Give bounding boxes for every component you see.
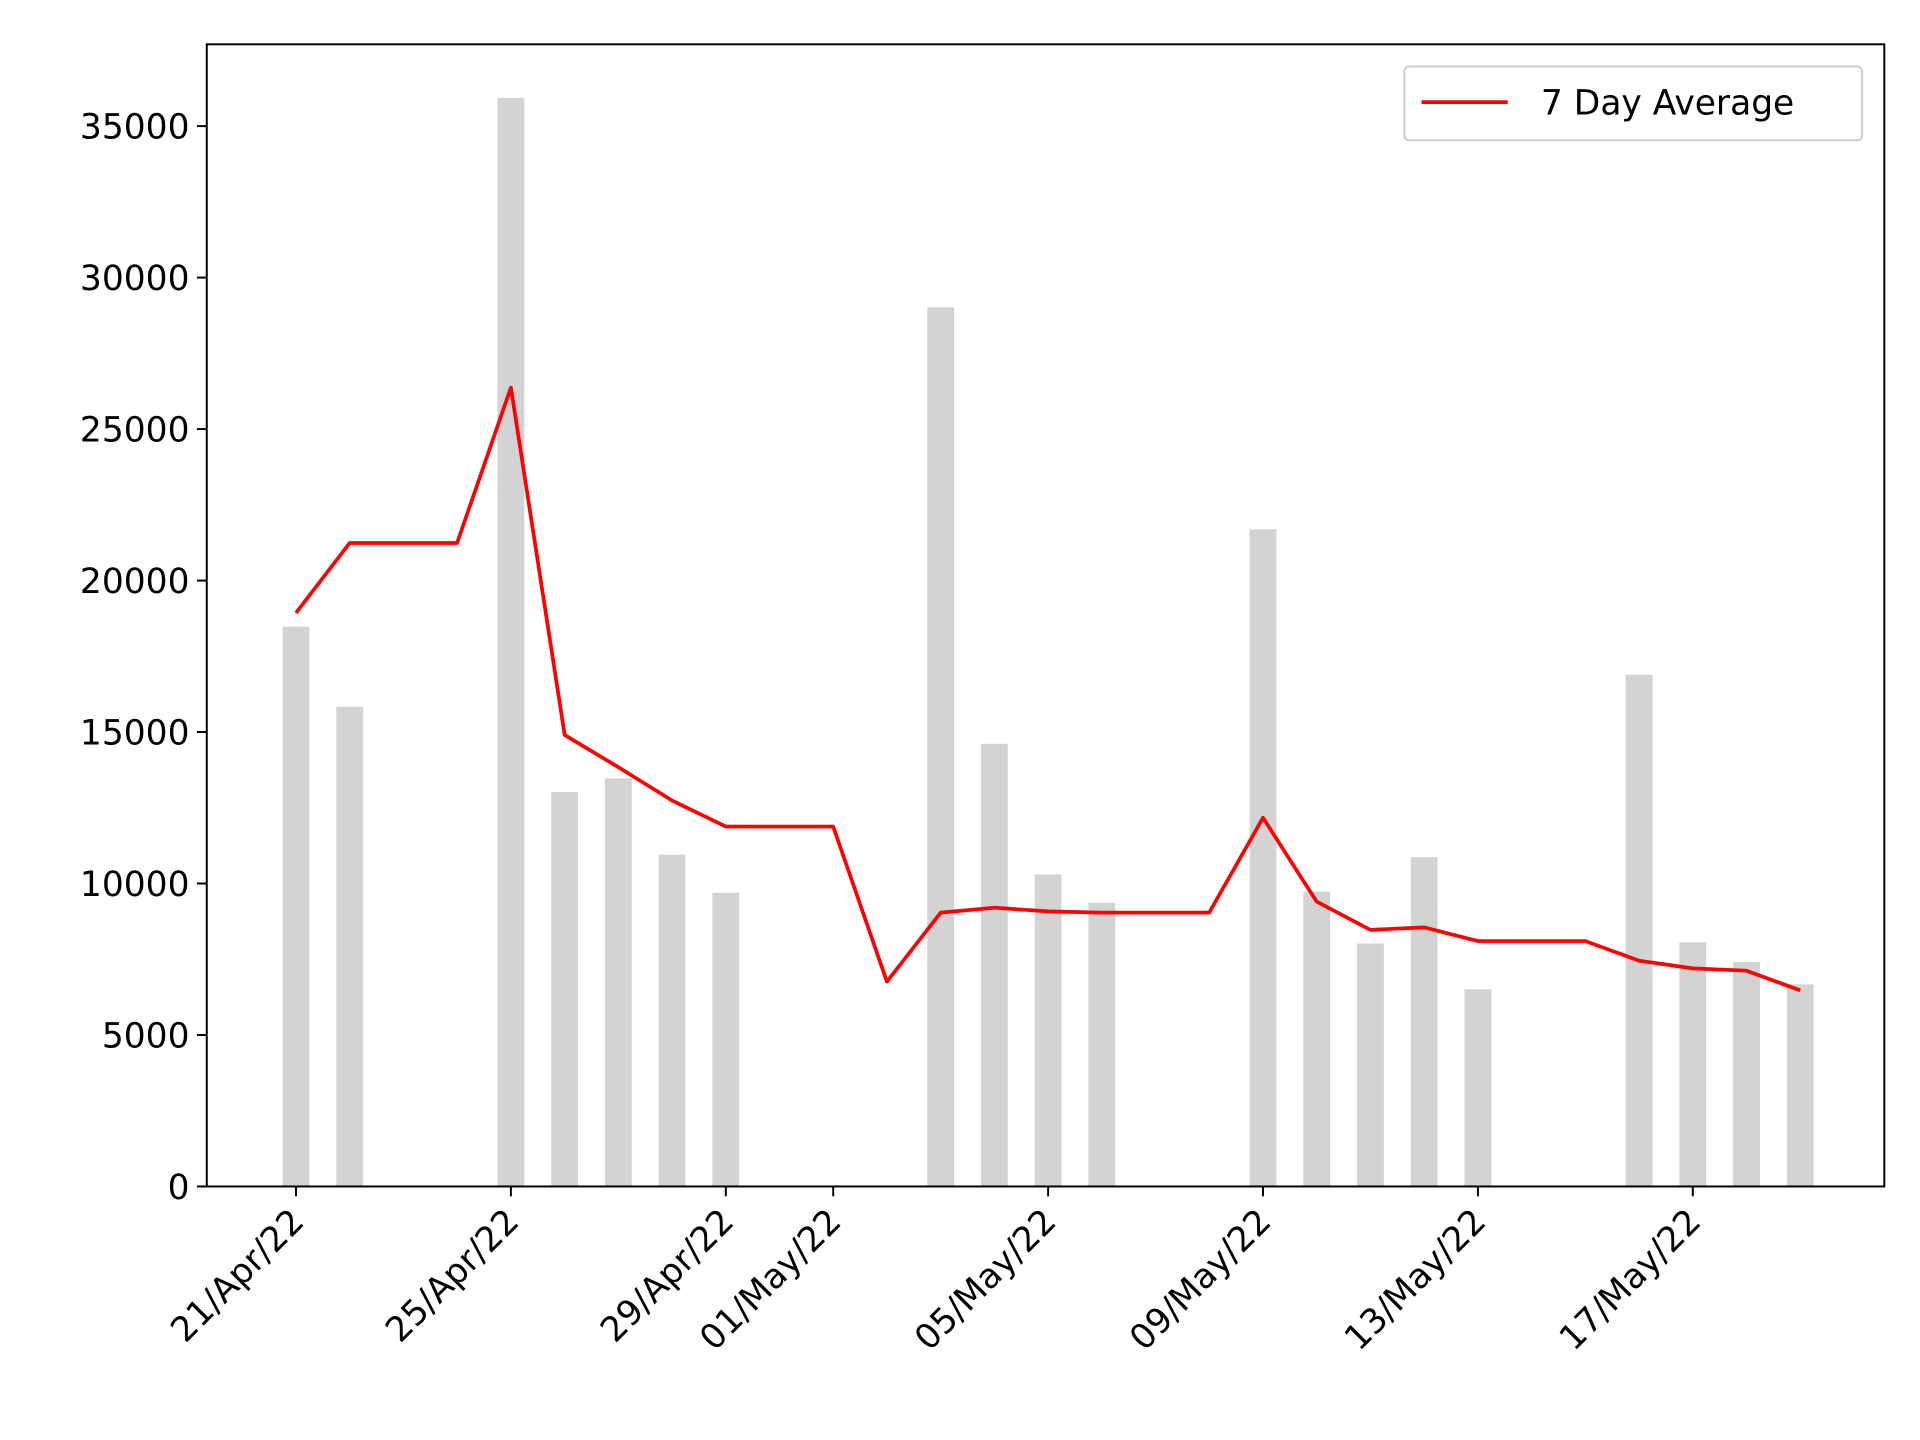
bar-2022-05-11 bbox=[1357, 943, 1384, 1187]
legend: 7 Day Average bbox=[1403, 65, 1864, 142]
bar-2022-05-05 bbox=[1034, 874, 1062, 1187]
y-tick-label: 30000 bbox=[80, 259, 190, 299]
y-tick-label: 35000 bbox=[80, 107, 190, 147]
bar-2022-04-25 bbox=[497, 97, 525, 1187]
bar-2022-05-06 bbox=[1088, 902, 1116, 1187]
bar-2022-05-17 bbox=[1679, 942, 1707, 1187]
bar-group bbox=[282, 97, 1814, 1187]
y-tick-label: 15000 bbox=[80, 713, 190, 753]
legend-box bbox=[1403, 65, 1864, 142]
bar-2022-05-16 bbox=[1625, 674, 1653, 1187]
line-group bbox=[294, 385, 1801, 993]
y-tick-label: 5000 bbox=[102, 1016, 190, 1056]
series-line-0 bbox=[294, 385, 1801, 993]
legend-label: 7 Day Average bbox=[1541, 83, 1794, 123]
plot-frame bbox=[205, 43, 1886, 1188]
bar-2022-04-29 bbox=[712, 892, 740, 1187]
bar-2022-05-03 bbox=[927, 307, 955, 1187]
bar-2022-05-04 bbox=[980, 743, 1008, 1187]
bar-2022-04-22 bbox=[336, 706, 364, 1187]
y-tick-label: 25000 bbox=[80, 410, 190, 450]
y-tick-label: 10000 bbox=[80, 865, 190, 905]
bar-2022-04-26 bbox=[551, 792, 579, 1187]
bar-2022-04-27 bbox=[604, 778, 632, 1187]
bar-2022-05-13 bbox=[1464, 989, 1492, 1187]
bar-2022-05-12 bbox=[1410, 857, 1438, 1187]
bar-2022-05-10 bbox=[1303, 891, 1331, 1187]
y-tick-label: 20000 bbox=[80, 562, 190, 602]
bar-2022-05-19 bbox=[1786, 984, 1814, 1187]
bar-2022-05-09 bbox=[1249, 529, 1277, 1187]
bar-2022-04-28 bbox=[658, 854, 686, 1187]
y-tick-label: 0 bbox=[168, 1168, 190, 1208]
y-axis: 0 5000 10000 15000 20000 25000 30000 35000 bbox=[80, 107, 207, 1208]
bar-2022-05-18 bbox=[1733, 961, 1760, 1187]
bar-2022-04-21 bbox=[282, 626, 310, 1187]
